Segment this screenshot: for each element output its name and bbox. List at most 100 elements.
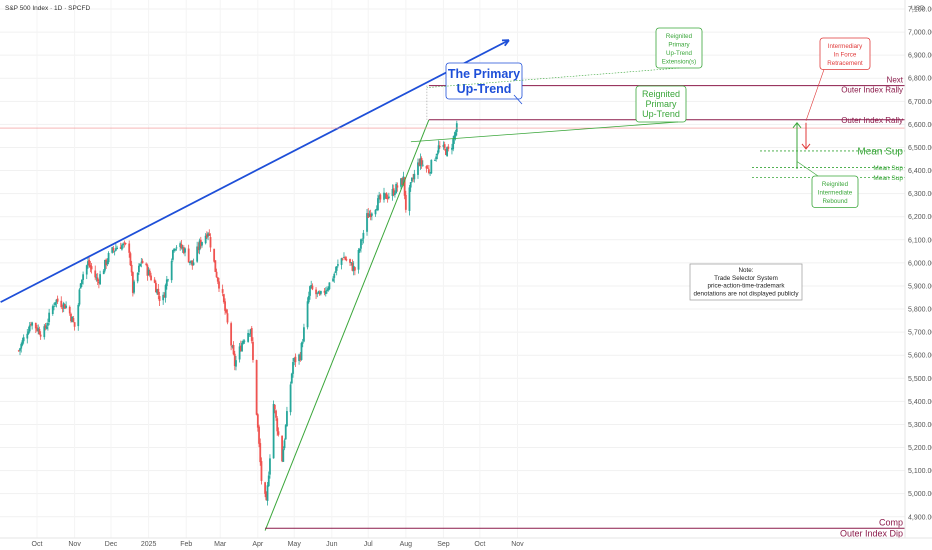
candle-up bbox=[65, 305, 68, 308]
candle-up bbox=[26, 333, 29, 339]
candle-down bbox=[90, 266, 93, 270]
candle-up bbox=[99, 274, 101, 285]
y-tick-label: 7,100.00 bbox=[908, 7, 932, 14]
candle-up bbox=[136, 272, 139, 282]
candle-down bbox=[180, 243, 183, 249]
candle-down bbox=[36, 327, 38, 331]
candle-down bbox=[208, 233, 211, 236]
candle-up bbox=[361, 239, 364, 241]
candle-down bbox=[230, 323, 233, 346]
x-tick-label: May bbox=[288, 541, 302, 548]
candle-up bbox=[249, 329, 252, 334]
x-tick-label: Sep bbox=[437, 541, 450, 548]
candle-up bbox=[328, 282, 331, 290]
candle-up bbox=[78, 289, 81, 305]
candle-up bbox=[165, 279, 168, 287]
candle-down bbox=[88, 259, 91, 266]
candle-down bbox=[73, 322, 76, 327]
candle-up bbox=[272, 403, 275, 459]
candle-up bbox=[22, 337, 25, 342]
candle-up bbox=[122, 243, 125, 246]
candle-up bbox=[21, 340, 24, 346]
candle-up bbox=[429, 172, 432, 174]
candle-down bbox=[209, 237, 212, 248]
extension-pointer bbox=[426, 67, 680, 88]
candle-up bbox=[452, 138, 455, 150]
candle-down bbox=[318, 292, 321, 295]
candle-down bbox=[64, 304, 66, 309]
candle-up bbox=[164, 285, 167, 298]
candle-down bbox=[191, 260, 194, 266]
candle-up bbox=[292, 362, 294, 374]
candle-up bbox=[85, 265, 88, 275]
x-tick-label: Jun bbox=[326, 541, 337, 548]
candle-up bbox=[293, 357, 296, 362]
candle-up bbox=[409, 182, 412, 188]
reignited-callout-line: Primary bbox=[646, 99, 677, 109]
candle-down bbox=[232, 345, 235, 355]
candle-down bbox=[119, 247, 122, 249]
y-tick-label: 6,100.00 bbox=[908, 237, 932, 244]
candle-up bbox=[173, 248, 176, 252]
candle-down bbox=[216, 277, 219, 282]
candle-up bbox=[113, 250, 116, 252]
y-tick-label: 4,900.00 bbox=[908, 514, 932, 521]
note-line: price-action-time-trademark bbox=[708, 283, 786, 290]
candle-up bbox=[248, 333, 251, 335]
candle-down bbox=[213, 248, 216, 262]
y-tick-label: 6,500.00 bbox=[908, 145, 932, 152]
y-tick-label: 5,100.00 bbox=[908, 468, 932, 475]
candle-down bbox=[386, 198, 389, 200]
candle-down bbox=[323, 290, 326, 293]
note-box bbox=[689, 263, 803, 301]
x-tick-label: Oct bbox=[32, 541, 43, 548]
candle-down bbox=[256, 414, 259, 428]
intermediary-callout-box bbox=[819, 37, 871, 70]
candle-up bbox=[446, 147, 448, 156]
candle-down bbox=[146, 265, 149, 276]
candle-up bbox=[402, 176, 405, 186]
y-tick-label: 5,200.00 bbox=[908, 445, 932, 452]
candle-up bbox=[437, 145, 440, 153]
candle-down bbox=[124, 242, 127, 245]
retracement-arrowhead bbox=[801, 143, 811, 150]
candle-down bbox=[275, 410, 277, 418]
extension-callout-line: Extension(s) bbox=[662, 58, 696, 65]
candle-down bbox=[96, 277, 99, 282]
candles bbox=[17, 120, 458, 506]
candle-down bbox=[60, 300, 63, 308]
x-axis: Oct Nov Dec 2025 Feb Mar Apr May Jun Jul Aug Sep Oct… bbox=[0, 537, 932, 550]
candle-up bbox=[324, 291, 327, 295]
candle-up bbox=[334, 271, 337, 273]
candle-up bbox=[283, 440, 286, 449]
candle-down bbox=[276, 418, 279, 432]
candle-up bbox=[454, 132, 457, 137]
candle-up bbox=[455, 123, 458, 132]
candle-up bbox=[31, 322, 34, 326]
candle-up bbox=[400, 178, 402, 187]
candle-up bbox=[267, 475, 270, 487]
candle-up bbox=[53, 306, 55, 308]
candle-down bbox=[129, 253, 132, 266]
candle-up bbox=[95, 277, 98, 279]
mean-sup-1-label: Mean Sup bbox=[857, 146, 903, 157]
candle-down bbox=[30, 324, 32, 326]
candle-down bbox=[215, 271, 218, 278]
candle-down bbox=[214, 260, 217, 272]
candle-up bbox=[336, 264, 339, 266]
y-tick-label: 6,200.00 bbox=[908, 214, 932, 221]
candle-up bbox=[104, 259, 106, 271]
y-tick-label: 5,900.00 bbox=[908, 283, 932, 290]
candle-up bbox=[343, 257, 345, 259]
candle-up bbox=[357, 250, 360, 270]
candle-up bbox=[413, 173, 416, 180]
candle-down bbox=[344, 257, 347, 260]
primary-uptrend-callout-line: Up-Trend bbox=[457, 82, 512, 96]
primary-uptrend-arrowhead bbox=[501, 39, 510, 47]
currency-label: USD bbox=[911, 5, 925, 12]
candle-down bbox=[155, 282, 157, 293]
outer-rally-label: Outer Index Rally bbox=[841, 116, 903, 125]
extension-callout-line: Primary bbox=[668, 41, 690, 48]
candle-down bbox=[351, 262, 354, 271]
candle-down bbox=[34, 322, 37, 329]
